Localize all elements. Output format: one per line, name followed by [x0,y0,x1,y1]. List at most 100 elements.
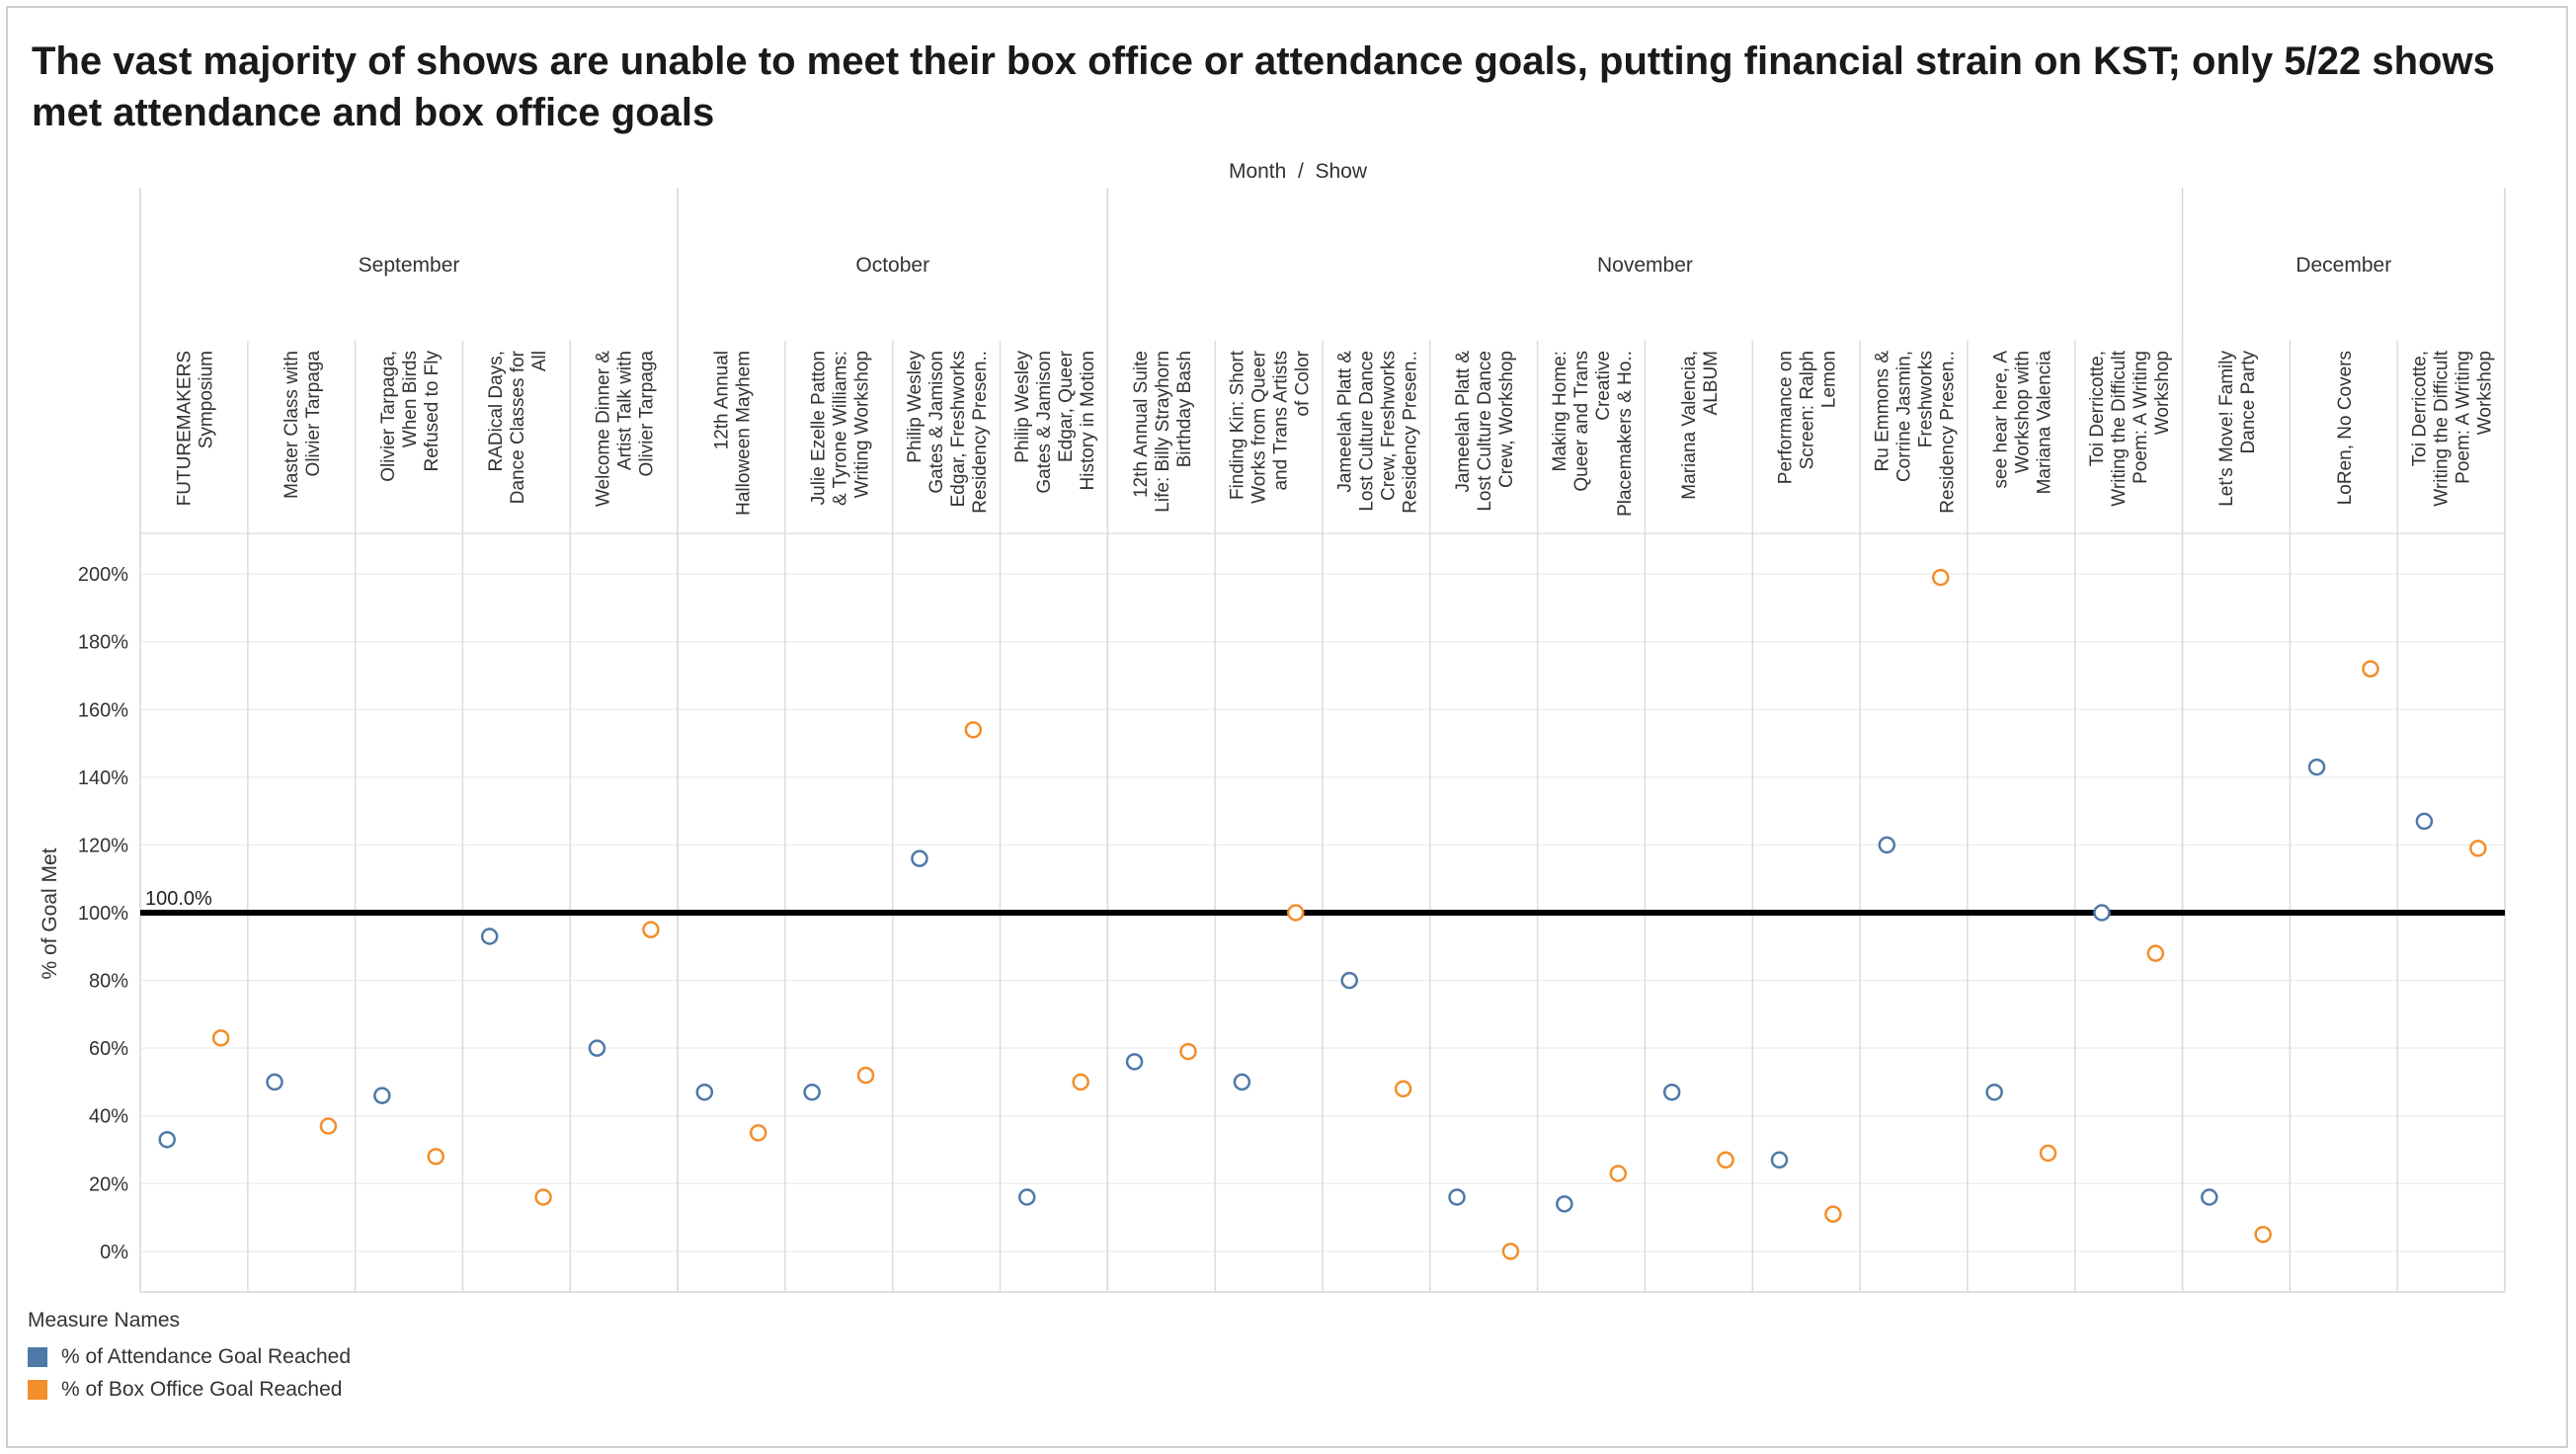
show-label: 12th AnnualHalloween Mayhem [712,351,755,516]
legend-label-box-office: % of Box Office Goal Reached [61,1377,343,1401]
y-tick-label: 100% [78,903,128,925]
y-tick-label: 140% [78,767,128,789]
box-office-point[interactable] [964,721,983,739]
attendance-point[interactable] [1018,1188,1036,1206]
show-label: Master Class withOlivier Tarpaga [282,351,324,499]
legend-swatch-attendance [28,1346,47,1367]
attendance-point[interactable] [588,1039,606,1057]
attendance-point[interactable] [1878,836,1896,854]
box-office-point[interactable] [2254,1225,2272,1244]
show-label: Let's Move! FamilyDance Party [2216,351,2259,507]
attendance-point[interactable] [695,1083,714,1101]
legend-title: Measure Names [28,1309,181,1332]
box-office-point[interactable] [1072,1073,1089,1091]
month-label: November [1597,254,1693,277]
box-office-point[interactable] [1824,1205,1842,1223]
attendance-point[interactable] [1662,1083,1681,1101]
attendance-point[interactable] [480,928,499,945]
box-office-point[interactable] [642,921,660,938]
svg-text:Master Class withOlivier Tarpa: Master Class withOlivier Tarpaga [282,351,324,499]
y-axis-title: % of Goal Met [39,848,61,979]
svg-text:Julie Ezelle Patton& Tyrone Wi: Julie Ezelle Patton& Tyrone Williams:Wri… [808,351,872,506]
svg-text:Ru Emmons &Corrine Jasmin,Fres: Ru Emmons &Corrine Jasmin,FreshworksResi… [1873,351,1959,514]
box-office-point[interactable] [856,1066,875,1085]
box-office-point[interactable] [1287,904,1305,922]
attendance-point[interactable] [2307,758,2326,776]
chart-frame [6,6,2568,1448]
attendance-point[interactable] [266,1073,283,1091]
box-office-point[interactable] [427,1148,444,1166]
y-tick-label: 40% [89,1106,128,1128]
svg-text:Toi Derricotte,Writing the Dif: Toi Derricotte,Writing the DifficultPoem… [2410,350,2496,506]
svg-text:Finding Kin: ShortWorks from Q: Finding Kin: ShortWorks from Queerand Tr… [1228,350,1314,504]
show-label: Ru Emmons &Corrine Jasmin,FreshworksResi… [1873,351,1959,514]
attendance-point[interactable] [2415,812,2434,831]
y-tick-label: 120% [78,835,128,856]
reference-line-label: 100.0% [145,888,212,910]
box-office-point[interactable] [1179,1042,1197,1061]
attendance-point[interactable] [1770,1151,1789,1170]
attendance-point[interactable] [2093,904,2111,922]
svg-text:Olivier Tarpaga,When BirdsRefu: Olivier Tarpaga,When BirdsRefused to Fly [378,351,443,482]
svg-text:Toi Derricotte,Writing the Dif: Toi Derricotte,Writing the DifficultPoem… [2087,350,2173,506]
svg-text:12th Annual SuiteLife: Billy S: 12th Annual SuiteLife: Billy StrayhornBi… [1131,351,1195,513]
month-label: October [855,254,929,277]
svg-text:Philip WesleyGates & JamisonEd: Philip WesleyGates & JamisonEdgar, Queer… [1012,350,1098,493]
show-label: Julie Ezelle Patton& Tyrone Williams:Wri… [808,351,872,506]
show-label: 12th Annual SuiteLife: Billy StrayhornBi… [1131,351,1195,513]
attendance-point[interactable] [2201,1188,2218,1206]
show-label: FUTUREMAKERSSymposium [174,351,216,506]
month-label: December [2295,254,2391,277]
attendance-point[interactable] [1340,971,1358,990]
box-office-point[interactable] [1394,1080,1412,1098]
box-office-point[interactable] [1717,1151,1734,1170]
show-label: see hear here, AWorkshop withMariana Val… [1990,351,2054,495]
box-office-point[interactable] [1609,1165,1627,1182]
svg-text:RADical Days,Dance Classes for: RADical Days,Dance Classes forAll [486,350,550,504]
svg-text:Making Home:Queer and TransCre: Making Home:Queer and TransCreativePlace… [1550,351,1636,517]
y-tick-label: 160% [78,699,128,721]
show-label: Toi Derricotte,Writing the DifficultPoem… [2087,350,2173,506]
box-office-point[interactable] [2469,840,2487,857]
svg-text:Mariana Valencia,ALBUM: Mariana Valencia,ALBUM [1679,351,1722,500]
attendance-point[interactable] [1985,1083,2003,1101]
svg-text:FUTUREMAKERSSymposium: FUTUREMAKERSSymposium [174,351,216,506]
svg-text:see hear here, AWorkshop withM: see hear here, AWorkshop withMariana Val… [1990,351,2054,495]
svg-text:Philip WesleyGates & JamisonEd: Philip WesleyGates & JamisonEdgar, Fresh… [905,351,991,514]
svg-text:Jameelah Platt &Lost Culture D: Jameelah Platt &Lost Culture DanceCrew, … [1334,351,1420,514]
svg-text:LoRen, No Covers: LoRen, No Covers [2335,351,2356,505]
box-office-point[interactable] [534,1188,552,1206]
attendance-point[interactable] [803,1083,821,1101]
attendance-point[interactable] [1556,1195,1573,1213]
attendance-point[interactable] [1233,1073,1251,1091]
svg-text:12th AnnualHalloween Mayhem: 12th AnnualHalloween Mayhem [712,351,755,516]
chart-title: The vast majority of shows are unable to… [32,40,2495,134]
y-tick-label: 0% [100,1242,128,1263]
show-label: Olivier Tarpaga,When BirdsRefused to Fly [378,351,443,482]
box-office-point[interactable] [2362,660,2379,678]
legend-item-attendance[interactable]: % of Attendance Goal Reached [28,1340,351,1373]
svg-text:Welcome Dinner &Artist Talk wi: Welcome Dinner &Artist Talk withOlivier … [594,351,658,507]
show-label: Philip WesleyGates & JamisonEdgar, Queer… [1012,350,1098,493]
attendance-point[interactable] [1448,1188,1466,1206]
attendance-point[interactable] [911,849,928,867]
box-office-point[interactable] [319,1117,338,1135]
show-label: Mariana Valencia,ALBUM [1679,351,1722,500]
month-label: September [359,254,460,277]
legend-label-attendance: % of Attendance Goal Reached [61,1344,352,1368]
attendance-point[interactable] [1125,1053,1144,1071]
box-office-point[interactable] [211,1029,230,1047]
show-label: Philip WesleyGates & JamisonEdgar, Fresh… [905,351,991,514]
box-office-point[interactable] [1931,568,1950,587]
attendance-point[interactable] [158,1130,176,1149]
legend-item-box-office[interactable]: % of Box Office Goal Reached [28,1373,351,1406]
y-tick-label: 60% [89,1038,128,1060]
y-tick-label: 180% [78,632,128,654]
box-office-point[interactable] [1501,1243,1520,1260]
header-label: Month / Show [1229,160,1368,183]
box-office-point[interactable] [2146,944,2165,962]
box-office-point[interactable] [2039,1144,2057,1163]
box-office-point[interactable] [749,1124,767,1142]
attendance-point[interactable] [373,1087,391,1104]
